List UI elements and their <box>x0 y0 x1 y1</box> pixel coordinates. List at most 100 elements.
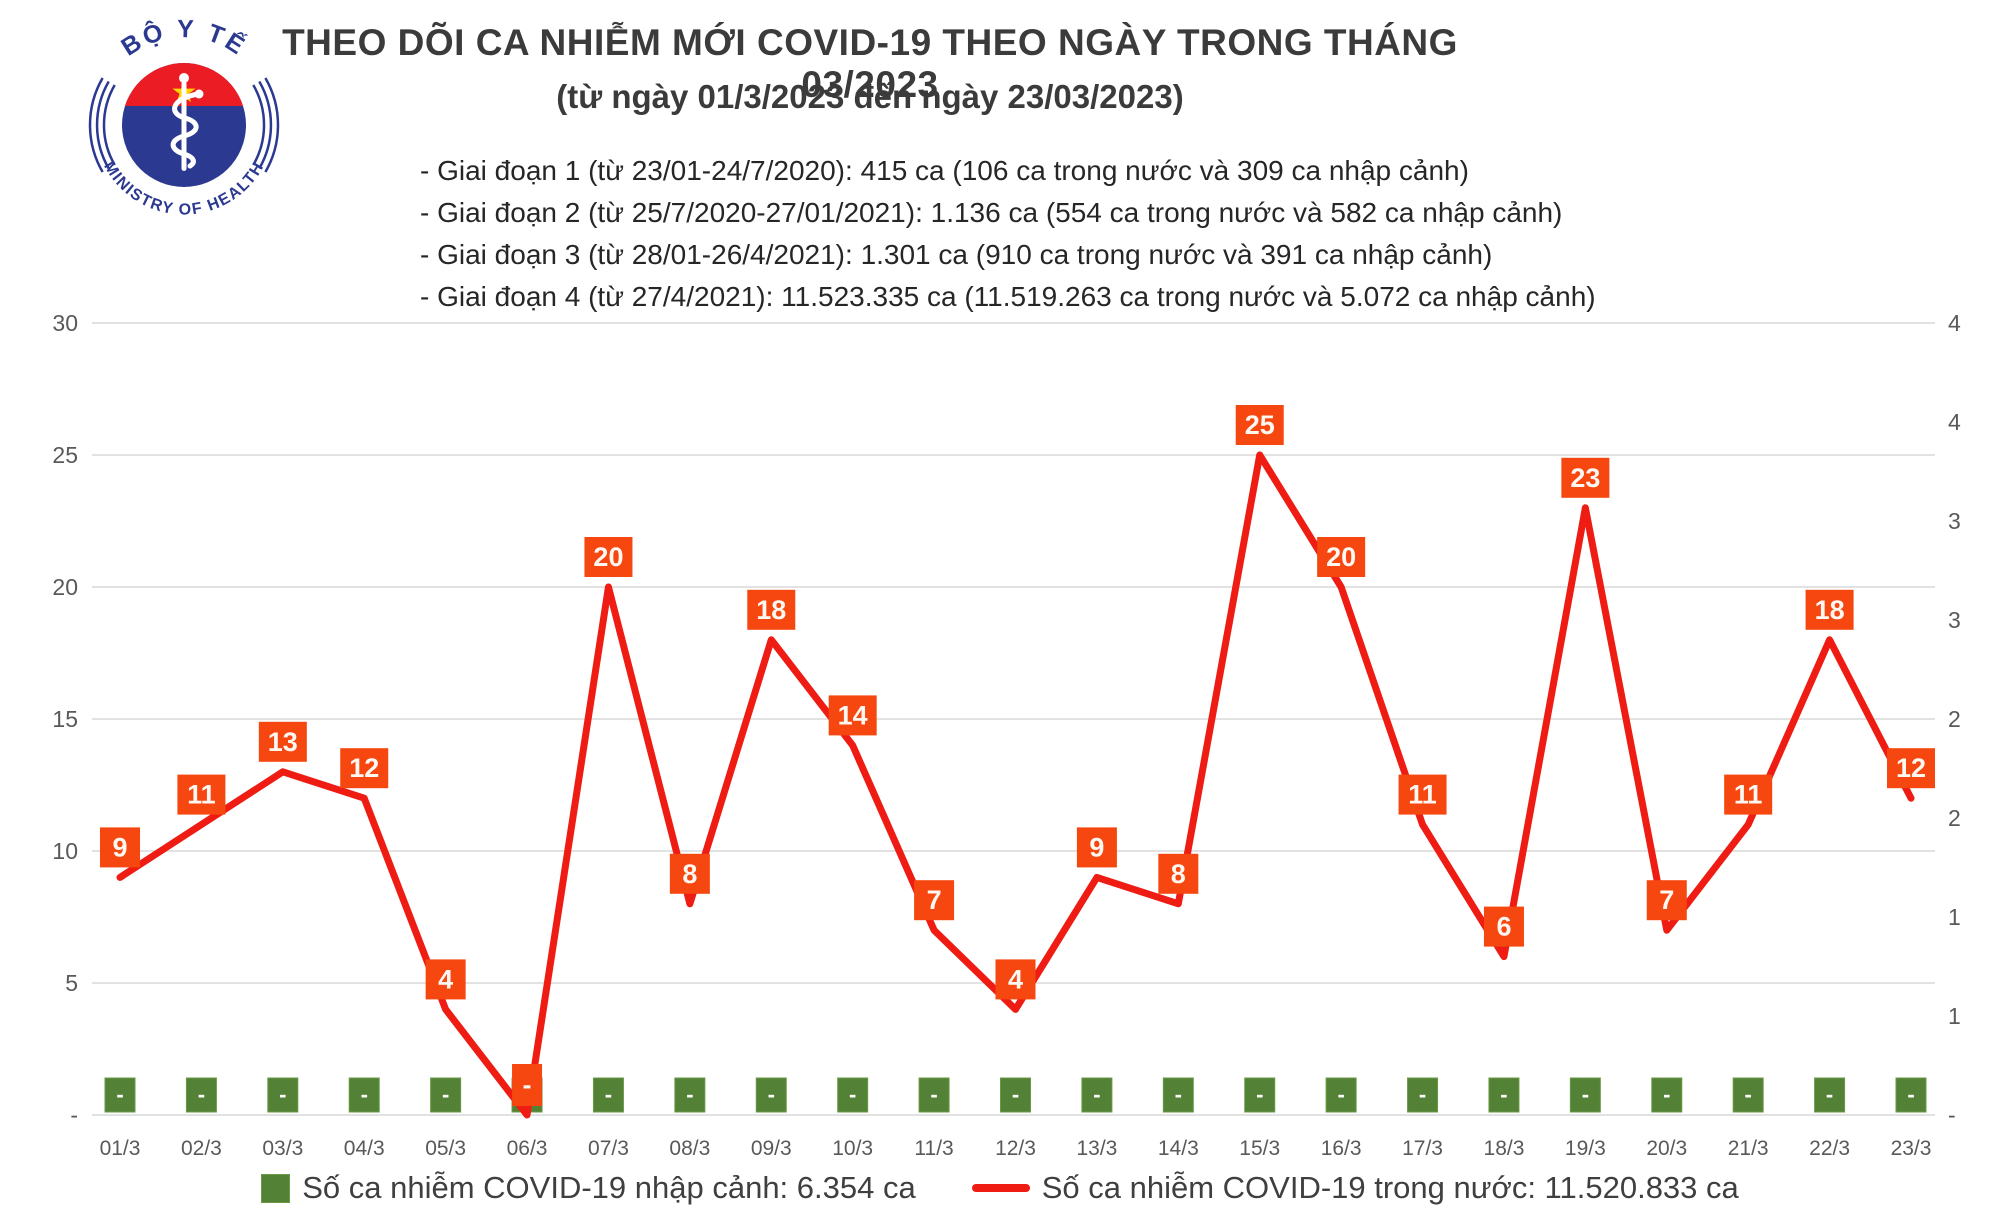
bar-label: - <box>1093 1082 1100 1107</box>
bar-label-box <box>1488 1077 1520 1113</box>
data-point-label-box <box>1076 827 1117 868</box>
legend-item-domestic: Số ca nhiễm COVID-19 trong nước: 11.520.… <box>971 1170 1739 1206</box>
bar-label: - <box>1907 1082 1914 1107</box>
x-axis-label: 02/3 <box>181 1137 222 1160</box>
bar-label: - <box>198 1082 205 1107</box>
phase-3-line: - Giai đoạn 3 (từ 28/01-26/4/2021): 1.30… <box>420 239 1493 270</box>
bar-label-box <box>1407 1077 1439 1113</box>
page-title: THEO DÕI CA NHIỄM MỚI COVID-19 THEO NGÀY… <box>282 22 1458 105</box>
bar-label: - <box>116 1082 123 1107</box>
data-point-label: 13 <box>268 727 298 757</box>
bar-label: - <box>930 1082 937 1107</box>
chart-legend: Số ca nhiễm COVID-19 nhập cảnh: 6.354 ca… <box>0 1170 2000 1206</box>
bar-label-box <box>1651 1077 1683 1113</box>
page-subtitle: (từ ngày 01/3/2023 đến ngày 23/03/2023) <box>556 78 1184 115</box>
x-axis-label: 15/3 <box>1239 1137 1280 1160</box>
bar-label: - <box>768 1082 775 1107</box>
domestic-series-key-icon <box>971 1184 1030 1192</box>
data-point-label-box <box>584 537 633 577</box>
data-point-label: 8 <box>1171 859 1186 889</box>
data-point-label-box <box>512 1064 543 1106</box>
bar-label: - <box>1745 1082 1752 1107</box>
data-point-label: 7 <box>1659 885 1674 915</box>
x-axis-label: 17/3 <box>1402 1137 1443 1160</box>
left-axis-label: 5 <box>65 970 78 996</box>
phase-4-line: - Giai đoạn 4 (từ 27/4/2021): 11.523.335… <box>420 281 1596 312</box>
bar-label-box <box>1162 1077 1194 1113</box>
legend-item-imported: Số ca nhiễm COVID-19 nhập cảnh: 6.354 ca <box>261 1170 916 1206</box>
bar-label: - <box>1175 1082 1182 1107</box>
data-point-label: 8 <box>682 859 697 889</box>
x-axis-label: 18/3 <box>1484 1137 1525 1160</box>
bar-label: - <box>442 1082 449 1107</box>
right-axis-label: 3 <box>1948 508 1961 534</box>
bar-label: - <box>361 1082 368 1107</box>
right-axis-label: 2 <box>1948 805 1961 831</box>
x-axis-label: 03/3 <box>262 1137 303 1160</box>
data-point-label: 14 <box>838 700 868 730</box>
bar-label-box <box>674 1077 706 1113</box>
x-axis-label: 21/3 <box>1728 1137 1769 1160</box>
data-point-label-box <box>177 774 226 815</box>
data-point-label: 25 <box>1245 410 1275 440</box>
x-axis-label: 20/3 <box>1646 1137 1687 1160</box>
x-axis-label: 05/3 <box>425 1137 466 1160</box>
left-axis-label: 10 <box>52 838 78 864</box>
rod-of-asclepius-icon <box>170 73 204 171</box>
bar-label-box <box>1569 1077 1601 1113</box>
x-axis-label: 13/3 <box>1076 1137 1117 1160</box>
data-point-label-box <box>1561 457 1610 498</box>
bar-label-box <box>1000 1077 1031 1113</box>
x-axis-label: 14/3 <box>1158 1137 1199 1160</box>
bar-label: - <box>1582 1082 1589 1107</box>
bar-label-box <box>1325 1077 1357 1113</box>
right-axis-label: 4 <box>1948 310 1961 336</box>
data-point-label: 4 <box>1008 964 1023 994</box>
x-axis-label: 23/3 <box>1891 1137 1932 1160</box>
x-axis-label: 04/3 <box>344 1137 385 1160</box>
data-point-label-box <box>1235 405 1284 445</box>
data-point-label: 7 <box>927 885 942 915</box>
bar-label: - <box>1500 1082 1507 1107</box>
data-point-label-box <box>828 695 877 736</box>
bar-label-box <box>430 1077 462 1113</box>
x-axis-label: 07/3 <box>588 1137 629 1160</box>
left-axis-label: - <box>70 1102 78 1128</box>
bar-label: - <box>1256 1082 1263 1107</box>
data-point-label-box <box>340 748 389 789</box>
x-axis-label: 12/3 <box>995 1137 1036 1160</box>
bar-label-box <box>918 1077 950 1113</box>
data-point-label-box <box>258 721 307 762</box>
data-point-label: - <box>523 1070 532 1100</box>
data-point-label: 18 <box>1815 595 1845 625</box>
right-axis-label: 4 <box>1948 409 1961 435</box>
bar-label: - <box>686 1082 693 1107</box>
data-point-label-box <box>100 827 140 868</box>
legend-imported-label: Số ca nhiễm COVID-19 nhập cảnh: 6.354 ca <box>302 1170 916 1205</box>
x-axis-label: 22/3 <box>1809 1137 1850 1160</box>
phase-1-line: - Giai đoạn 1 (từ 23/01-24/7/2020): 415 … <box>420 155 1469 186</box>
bar-label: - <box>849 1082 856 1107</box>
domestic-cases-line <box>116 451 1915 1119</box>
data-point-label: 20 <box>1326 542 1356 572</box>
data-point-label: 6 <box>1496 912 1511 942</box>
left-axis-label: 30 <box>52 310 78 336</box>
bar-label-box <box>1895 1077 1927 1113</box>
bar-label: - <box>1012 1082 1019 1107</box>
bar-label-box <box>755 1077 787 1113</box>
data-point-label-box <box>669 853 710 894</box>
imported-series-key-icon <box>261 1173 291 1203</box>
data-point-label-box <box>1887 748 1935 789</box>
bar-label-box <box>592 1077 624 1113</box>
x-axis-label: 08/3 <box>669 1137 710 1160</box>
bar-label-box <box>267 1077 299 1113</box>
left-axis-label: 15 <box>52 706 78 732</box>
data-point-label-box <box>1483 906 1524 947</box>
bar-label: - <box>1337 1082 1344 1107</box>
right-axis-label: 2 <box>1948 706 1961 732</box>
data-point-label: 12 <box>1896 753 1926 783</box>
right-axis-label: 3 <box>1948 607 1961 633</box>
legend-domestic-label: Số ca nhiễm COVID-19 trong nước: 11.520.… <box>1041 1170 1739 1205</box>
data-point-label-box <box>1805 589 1854 630</box>
data-point-label: 11 <box>1408 780 1437 810</box>
